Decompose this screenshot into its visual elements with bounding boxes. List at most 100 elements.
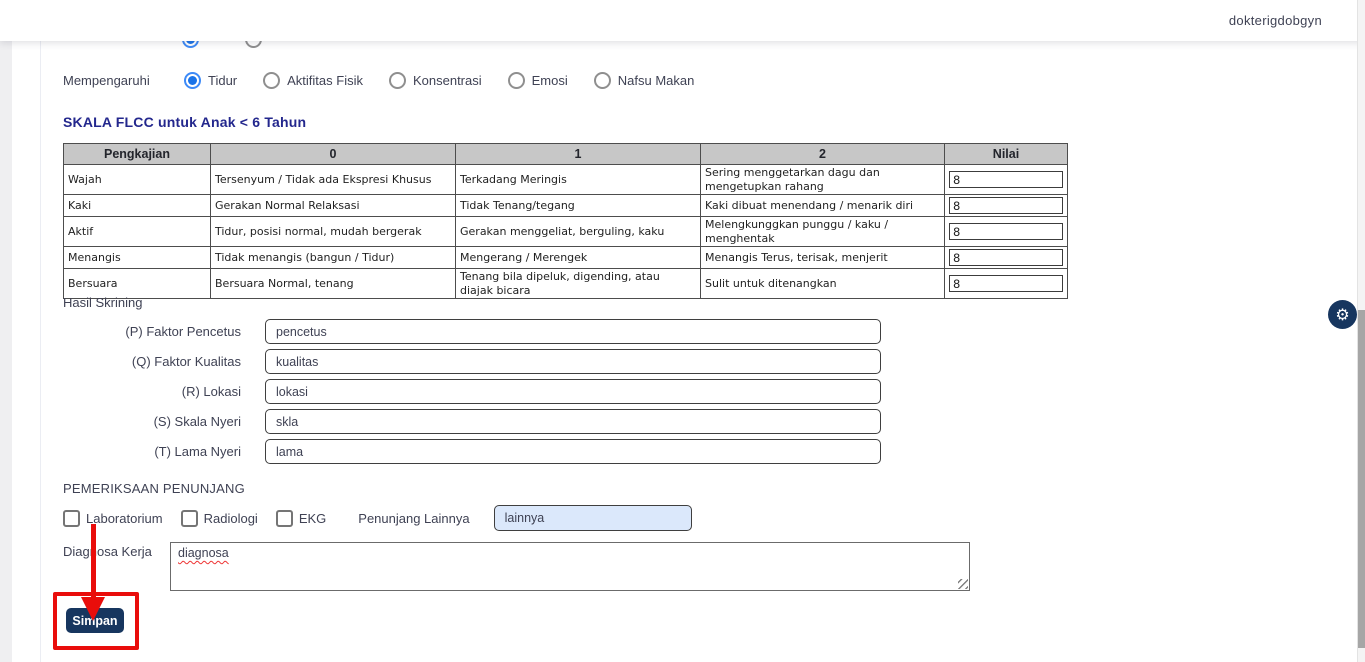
radio-circle-selected [184, 72, 201, 89]
flcc-cell: Tersenyum / Tidak ada Ekspresi Khusus [210, 164, 456, 195]
flcc-cell: Kaki [63, 194, 211, 217]
radio-circle [388, 72, 406, 89]
flcc-cell: Gerakan Normal Relaksasi [210, 194, 456, 217]
flcc-col-header-nilai: Nilai [944, 143, 1068, 165]
radio-option-aktifitas-fisik[interactable]: Aktifitas Fisik [263, 72, 363, 89]
radio-option-emosi[interactable]: Emosi [507, 72, 568, 89]
diagnosa-kerja-textarea[interactable]: diagnosa [170, 542, 970, 591]
scrollbar-thumb[interactable] [1358, 310, 1365, 648]
main-content-card: Mempengaruhi Tidur Aktifitas Fisik Konse… [12, 41, 1357, 662]
flcc-section-title: SKALA FLCC untuk Anak < 6 Tahun [63, 114, 307, 130]
flcc-row-wajah: Wajah Tersenyum / Tidak ada Ekspresi Khu… [63, 164, 1068, 195]
flcc-cell: Menangis [63, 246, 211, 269]
clipped-radio-selected[interactable] [182, 41, 199, 48]
field-row-skala-nyeri: (S) Skala Nyeri [63, 409, 881, 434]
radio-option-label: Tidur [208, 73, 238, 88]
flcc-cell: Tidur, posisi normal, mudah bergerak [210, 216, 456, 247]
radio-option-label: Konsentrasi [412, 73, 482, 88]
field-row-lokasi: (R) Lokasi [63, 379, 881, 404]
hasil-skrining-fields: (P) Faktor Pencetus (Q) Faktor Kualitas … [63, 319, 881, 469]
checkbox-label: Laboratorium [86, 510, 163, 526]
top-bar: dokterigdobgyn [0, 0, 1365, 41]
radio-option-label: Emosi [531, 73, 568, 88]
mempengaruhi-label: Mempengaruhi [63, 73, 150, 88]
logged-in-username: dokterigdobgyn [1228, 13, 1322, 28]
radio-option-tidur[interactable]: Tidur [184, 72, 237, 89]
flcc-cell [944, 268, 1068, 299]
content-left-divider [40, 41, 41, 662]
flcc-nilai-input-aktif[interactable] [949, 223, 1063, 240]
checkbox-ekg[interactable]: EKG [275, 509, 327, 527]
flcc-header-row: Pengkajian 0 1 2 Nilai [63, 143, 1068, 165]
checkbox-label: Radiologi [203, 510, 258, 526]
flcc-cell: Wajah [63, 164, 211, 195]
radio-option-konsentrasi[interactable]: Konsentrasi [388, 72, 482, 89]
flcc-cell: Gerakan menggeliat, berguling, kaku [455, 216, 701, 247]
lama-nyeri-input[interactable] [265, 439, 881, 464]
faktor-pencetus-input[interactable] [265, 319, 881, 344]
flcc-cell: Bersuara Normal, tenang [210, 268, 456, 299]
radio-option-nafsu-makan[interactable]: Nafsu Makan [593, 72, 695, 89]
flcc-nilai-input-bersuara[interactable] [949, 275, 1063, 292]
flcc-cell: Mengerang / Merengek [455, 246, 701, 269]
textarea-resize-handle-icon[interactable] [958, 579, 968, 589]
flcc-row-kaki: Kaki Gerakan Normal Relaksasi Tidak Tena… [63, 194, 1068, 217]
lokasi-input[interactable] [265, 379, 881, 404]
penunjang-lainnya-label: Penunjang Lainnya [358, 510, 470, 526]
flcc-cell: Sulit untuk ditenangkan [700, 268, 945, 299]
flcc-cell: Tidak Tenang/tegang [455, 194, 701, 217]
flcc-cell [944, 216, 1068, 247]
penunjang-lainnya-input[interactable] [493, 505, 692, 531]
flcc-nilai-input-kaki[interactable] [949, 197, 1063, 214]
checkbox-box [180, 509, 198, 527]
field-label-pencetus: (P) Faktor Pencetus [125, 324, 241, 339]
field-row-lama-nyeri: (T) Lama Nyeri [63, 439, 881, 464]
flcc-cell: Aktif [63, 216, 211, 247]
flcc-row-bersuara: Bersuara Bersuara Normal, tenang Tenang … [63, 268, 1068, 299]
radio-option-label: Nafsu Makan [617, 73, 695, 88]
flcc-cell: Kaki dibuat menendang / menarik diri [700, 194, 945, 217]
field-label-lokasi: (R) Lokasi [181, 384, 241, 399]
field-label-skala-nyeri: (S) Skala Nyeri [153, 414, 241, 429]
flcc-cell: Melengkunggkan punggu / kaku / menghenta… [700, 216, 945, 247]
vertical-scrollbar[interactable] [1357, 0, 1365, 662]
flcc-cell: Menangis Terus, terisak, menjerit [700, 246, 945, 269]
flcc-row-aktif: Aktif Tidur, posisi normal, mudah berger… [63, 216, 1068, 247]
flcc-nilai-input-wajah[interactable] [949, 171, 1063, 188]
flcc-cell: Sering menggetarkan dagu dan mengetupkan… [700, 164, 945, 195]
flcc-col-header-pengkajian: Pengkajian [63, 143, 211, 165]
diagnosa-kerja-label: Diagnosa Kerja [63, 544, 152, 559]
flcc-table: Pengkajian 0 1 2 Nilai Wajah Tersenyum /… [63, 143, 1068, 299]
annotation-arrow-line [91, 524, 96, 600]
checkbox-box [275, 509, 293, 527]
gear-icon [1335, 307, 1349, 323]
flcc-cell: Tidak menangis (bangun / Tidur) [210, 246, 456, 269]
skala-nyeri-input[interactable] [265, 409, 881, 434]
flcc-row-menangis: Menangis Tidak menangis (bangun / Tidur)… [63, 246, 1068, 269]
flcc-col-header-2: 2 [700, 143, 945, 165]
flcc-cell: Bersuara [63, 268, 211, 299]
clipped-radio-unselected[interactable] [245, 41, 262, 48]
radio-circle [263, 72, 281, 89]
checkbox-laboratorium[interactable]: Laboratorium [63, 509, 163, 527]
field-label-kualitas: (Q) Faktor Kualitas [131, 354, 241, 369]
penunjang-checkbox-row: Laboratorium Radiologi EKG Penunjang Lai… [63, 504, 692, 532]
flcc-col-header-0: 0 [210, 143, 456, 165]
mempengaruhi-row: Mempengaruhi Tidur Aktifitas Fisik Konse… [63, 71, 720, 90]
flcc-cell [944, 246, 1068, 269]
radio-option-label: Aktifitas Fisik [287, 73, 363, 88]
radio-circle [507, 72, 525, 89]
flcc-nilai-input-menangis[interactable] [949, 249, 1063, 266]
checkbox-radiologi[interactable]: Radiologi [180, 509, 258, 527]
save-button[interactable]: Simpan [66, 608, 124, 633]
diagnosa-text: diagnosa [178, 546, 229, 560]
flcc-cell [944, 194, 1068, 217]
faktor-kualitas-input[interactable] [265, 349, 881, 374]
flcc-cell: Tenang bila dipeluk, digending, atau dia… [455, 268, 701, 299]
checkbox-box [63, 509, 80, 527]
radio-circle [593, 72, 611, 89]
checkbox-label: EKG [298, 510, 327, 526]
field-row-pencetus: (P) Faktor Pencetus [63, 319, 881, 344]
settings-button[interactable] [1328, 300, 1357, 329]
flcc-cell [944, 164, 1068, 195]
